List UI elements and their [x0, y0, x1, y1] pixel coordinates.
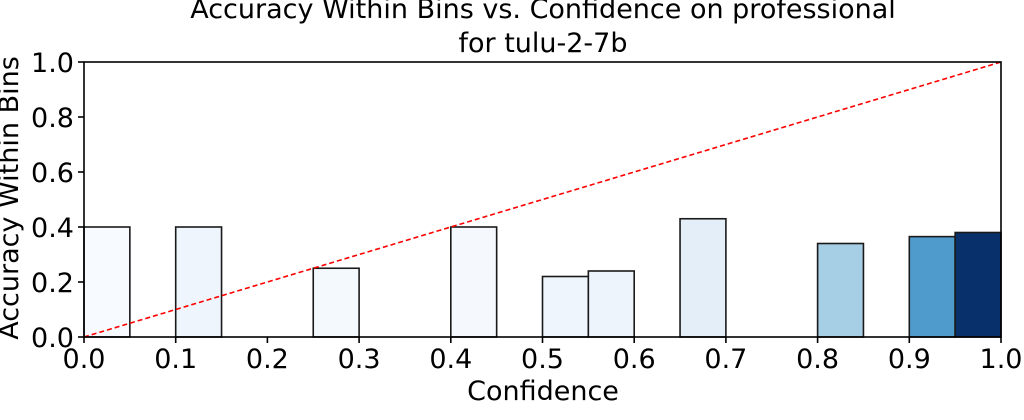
y-tick-label-3: 0.6 — [31, 158, 74, 189]
bar-0 — [83, 226, 131, 338]
bar-1 — [174, 226, 223, 338]
y-tick-label-4: 0.8 — [31, 103, 74, 134]
x-axis-label: Confidence — [467, 376, 619, 407]
x-tick-label-10: 1.0 — [980, 344, 1023, 375]
bar-8 — [908, 235, 956, 338]
y-axis-label: Accuracy Within Bins — [0, 56, 25, 340]
bar-3 — [449, 226, 498, 338]
bar-5 — [587, 270, 635, 338]
bar-6 — [679, 217, 727, 338]
bar-9 — [954, 231, 1002, 338]
x-tick-label-3: 0.3 — [338, 344, 381, 375]
x-tick-label-0: 0.0 — [63, 344, 106, 375]
y-tick-label-2: 0.4 — [31, 213, 74, 244]
chart-title-line-1: Accuracy Within Bins vs. Confidence on p… — [190, 0, 896, 25]
x-tick-label-1: 0.1 — [154, 344, 197, 375]
y-tick-label-1: 0.2 — [31, 268, 74, 299]
x-tick-label-8: 0.8 — [796, 344, 839, 375]
y-tick-label-0: 0.0 — [31, 323, 74, 354]
axes-layer: 0.0 0.1 0.2 0.3 0.4 0.5 0.6 0.7 0.8 0.9 1.0 0.0 0.2 0… — [31, 48, 1022, 375]
x-tick-label-2: 0.2 — [246, 344, 289, 375]
x-tick-label-5: 0.5 — [521, 344, 564, 375]
bars-layer — [83, 217, 1002, 338]
bar-7 — [816, 242, 865, 338]
bar-4 — [541, 275, 590, 338]
x-tick-label-7: 0.7 — [704, 344, 747, 375]
x-tick-label-6: 0.6 — [613, 344, 656, 375]
bar-2 — [312, 267, 360, 338]
x-tick-label-4: 0.4 — [429, 344, 472, 375]
chart-title-line-2: for tulu-2-7b — [458, 28, 627, 59]
x-tick-label-9: 0.9 — [888, 344, 931, 375]
y-tick-label-5: 1.0 — [31, 48, 74, 79]
